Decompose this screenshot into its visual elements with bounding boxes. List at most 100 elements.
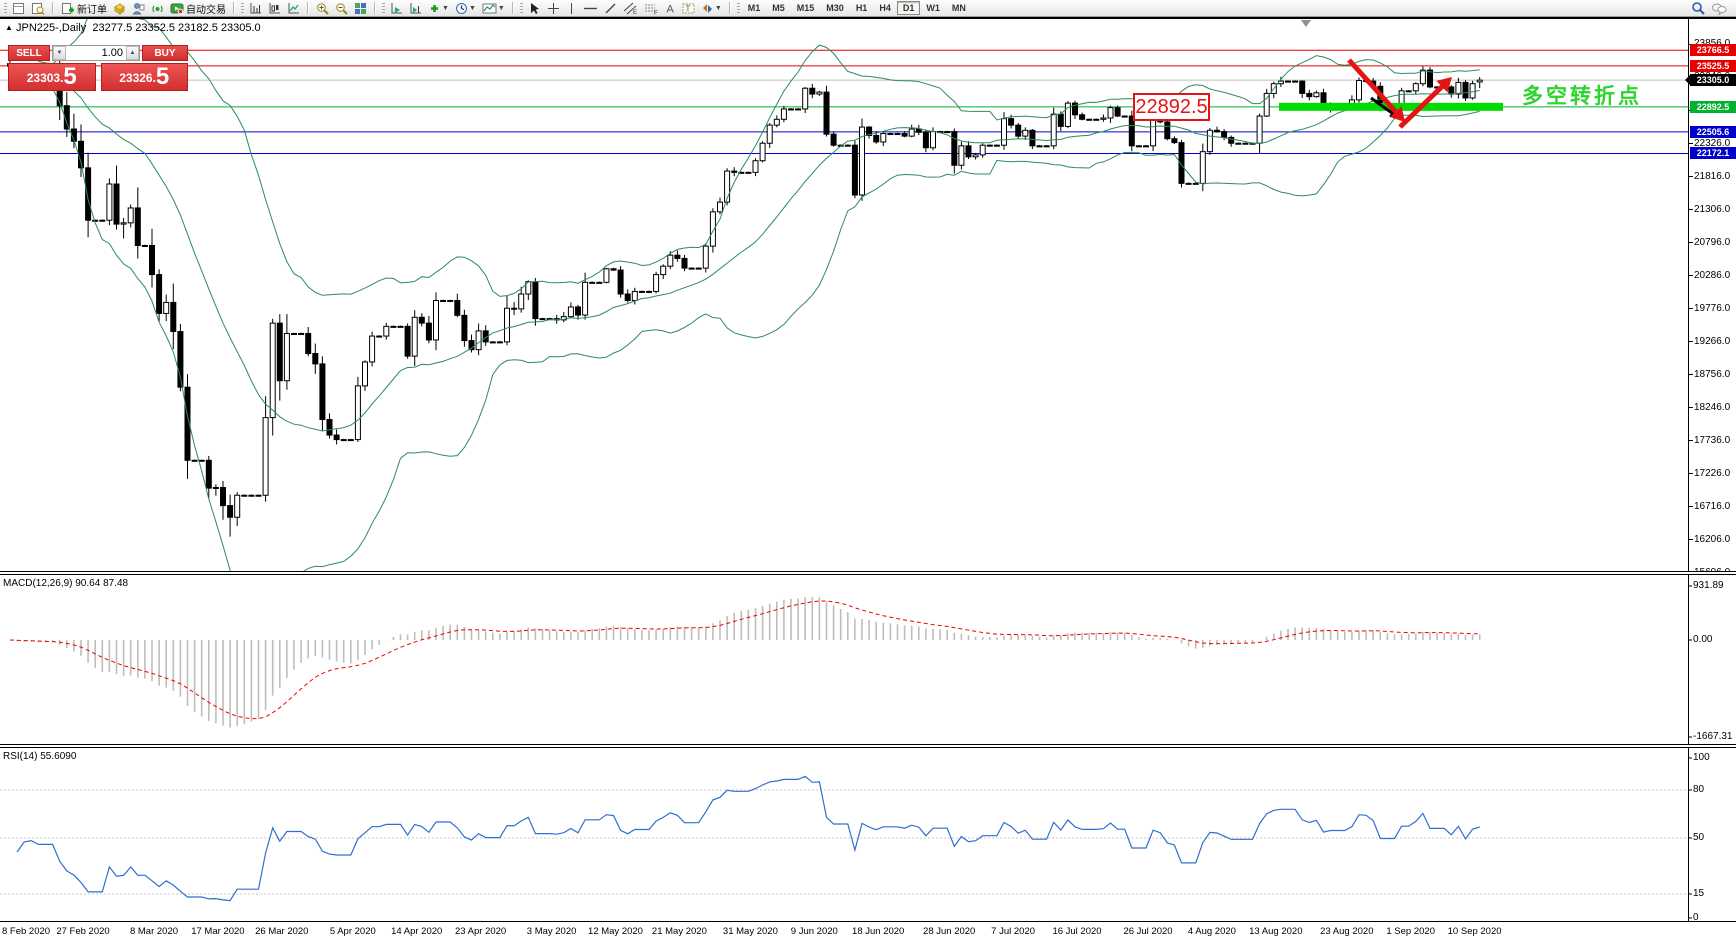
timeframe-M5[interactable]: M5 xyxy=(772,3,785,13)
buy-price-display[interactable]: 23326. 5 xyxy=(100,63,188,91)
volume-increase-button[interactable]: ▲ xyxy=(126,46,139,60)
timeframe-W1[interactable]: W1 xyxy=(926,3,940,13)
dropdown-arrow-icon: ▼ xyxy=(468,4,476,12)
chart-symbol-period: JPN225-,Daily xyxy=(15,22,87,34)
timeframe-D1[interactable]: D1 xyxy=(896,1,921,15)
fibonacci-tool-button[interactable]: F xyxy=(641,1,662,16)
price-label-22172.1[interactable]: 22172.1 xyxy=(1690,147,1736,159)
macd-signal-line xyxy=(9,600,1480,720)
price-label-23305.0[interactable]: 23305.0 xyxy=(1685,74,1736,86)
rsi-axis-label: 50 xyxy=(1693,832,1705,843)
zoom-out-icon xyxy=(335,2,348,15)
date-axis-label: 5 Apr 2020 xyxy=(329,926,376,937)
svg-text:A: A xyxy=(666,3,674,15)
crosshair-tool-button[interactable] xyxy=(544,1,563,16)
symbol-dropdown-icon[interactable]: ▲ xyxy=(5,23,13,32)
volume-stepper: ▼ 1.00 ▲ xyxy=(52,45,140,61)
turning-point-text[interactable]: 多空转折点 xyxy=(1522,85,1642,108)
sell-button[interactable]: SELL xyxy=(8,45,50,61)
rsi-axis-label: 100 xyxy=(1693,752,1710,763)
horizontal-level-lines[interactable] xyxy=(0,49,1688,154)
arrows-icon xyxy=(701,2,714,15)
horizontal-line-icon xyxy=(583,2,598,15)
chat-button[interactable] xyxy=(1708,1,1730,16)
date-axis-label: 28 Jun 2020 xyxy=(923,926,976,937)
bollinger-middle-band xyxy=(38,75,1480,432)
chat-icon xyxy=(1711,2,1727,15)
text-tool-button[interactable]: A xyxy=(662,1,679,16)
volume-decrease-button[interactable]: ▼ xyxy=(53,46,66,60)
toolbar-right-group xyxy=(1688,1,1730,16)
rsi-line xyxy=(16,775,1480,902)
buy-button[interactable]: BUY xyxy=(142,45,188,61)
new-chart-button[interactable] xyxy=(9,1,28,16)
community-button[interactable] xyxy=(129,1,148,16)
arrows-tool-button[interactable]: ▼ xyxy=(698,1,725,16)
bar-chart-icon xyxy=(249,2,262,15)
date-axis-label: 21 May 2020 xyxy=(651,926,707,937)
price-label-22892.5[interactable]: 22892.5 xyxy=(1690,101,1736,113)
bollinger-lower-band xyxy=(38,87,1480,571)
timeframe-M30[interactable]: M30 xyxy=(826,3,844,13)
zoom-out-button[interactable] xyxy=(332,1,351,16)
new-order-button[interactable]: 新订单 xyxy=(58,1,110,16)
red-down-arrow[interactable] xyxy=(1347,58,1405,122)
market-depth-icon xyxy=(113,2,126,15)
macd-panel-separator[interactable] xyxy=(0,571,1736,575)
line-chart-button[interactable] xyxy=(284,1,303,16)
timeframe-M1[interactable]: M1 xyxy=(747,3,761,13)
cursor-icon xyxy=(528,2,541,15)
candlestick-icon xyxy=(268,2,281,15)
macd-axis-label: -1667.31 xyxy=(1693,731,1733,742)
macd-axis-label: 931.89 xyxy=(1693,580,1724,591)
red-up-arrow[interactable] xyxy=(1398,77,1452,129)
chart-shift-button[interactable] xyxy=(406,1,425,16)
new-chart-icon xyxy=(12,2,25,15)
market-depth-button[interactable] xyxy=(110,1,129,16)
price-label-23766.5[interactable]: 23766.5 xyxy=(1690,44,1736,56)
trendline-tool-button[interactable] xyxy=(601,1,620,16)
rsi-panel-separator[interactable] xyxy=(0,744,1736,748)
price-label-22505.6[interactable]: 22505.6 xyxy=(1690,126,1736,138)
timeframe-H4[interactable]: H4 xyxy=(879,3,891,13)
date-axis-label: 18 Jun 2020 xyxy=(852,926,905,937)
date-axis-label: 12 May 2020 xyxy=(588,926,643,937)
timeframe-M15[interactable]: M15 xyxy=(796,3,815,13)
date-axis-label: 9 Jun 2020 xyxy=(790,926,838,937)
macd-plot xyxy=(9,597,1481,728)
autoscroll-button[interactable] xyxy=(387,1,406,16)
sell-price-display[interactable]: 23303. 5 xyxy=(8,63,96,91)
date-axis-label: 3 May 2020 xyxy=(526,926,577,937)
search-button[interactable] xyxy=(1688,1,1708,16)
clock-icon xyxy=(455,2,468,15)
bar-chart-button[interactable] xyxy=(246,1,265,16)
equidistant-channel-icon: E xyxy=(623,2,638,15)
rsi-axis-label: 0 xyxy=(1693,912,1699,923)
volume-input[interactable]: 1.00 xyxy=(101,47,123,59)
date-axis-label: 7 Jul 2020 xyxy=(991,926,1036,937)
autotrading-button[interactable]: 自动交易 xyxy=(167,1,229,16)
candlestick-button[interactable] xyxy=(265,1,284,16)
signals-button[interactable] xyxy=(148,1,167,16)
profiles-button[interactable] xyxy=(28,1,48,16)
zoom-in-button[interactable] xyxy=(313,1,332,16)
macd-name: MACD(12,26,9) xyxy=(3,578,73,589)
tile-windows-button[interactable] xyxy=(351,1,370,16)
horizontal-line-tool-button[interactable] xyxy=(580,1,601,16)
templates-button[interactable]: ▼ xyxy=(479,1,508,16)
price-annotation-box[interactable]: 22892.5 xyxy=(1133,93,1210,121)
timeframe-MN[interactable]: MN xyxy=(951,3,966,13)
equidistant-channel-tool-button[interactable]: E xyxy=(620,1,641,16)
chart-annotations[interactable] xyxy=(1279,20,1503,129)
date-axis-label: 23 Apr 2020 xyxy=(454,926,507,937)
chart-shift-marker[interactable] xyxy=(1301,20,1311,27)
indicators-button[interactable]: ▼ xyxy=(425,1,452,16)
price-axis-tick: 17736.0 xyxy=(1694,435,1731,446)
periods-button[interactable]: ▼ xyxy=(452,1,479,16)
vertical-line-tool-button[interactable] xyxy=(563,1,580,16)
timeframe-H1[interactable]: H1 xyxy=(855,3,868,13)
macd-axis-label: 0.00 xyxy=(1693,634,1713,645)
cursor-tool-button[interactable] xyxy=(525,1,544,16)
price-label-23525.5[interactable]: 23525.5 xyxy=(1690,60,1736,72)
text-label-tool-button[interactable]: T xyxy=(679,1,698,16)
